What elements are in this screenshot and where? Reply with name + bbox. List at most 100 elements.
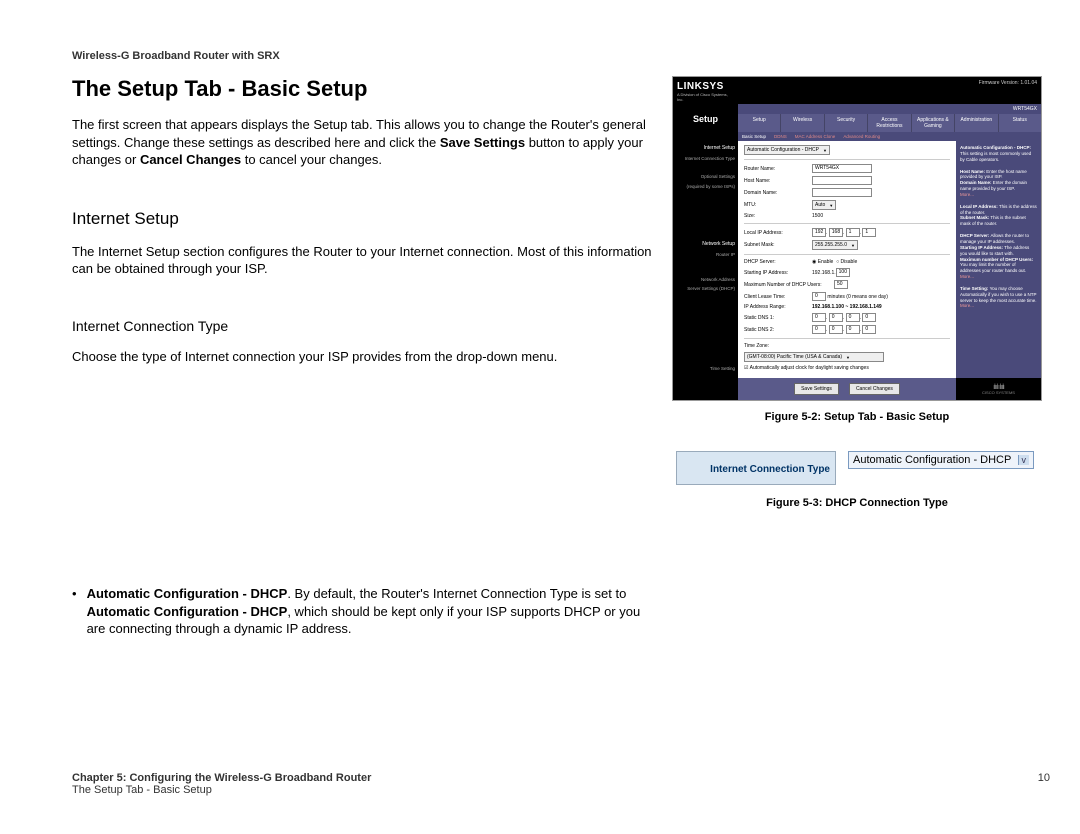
help-6: DHCP Server: Allows the router to manage… bbox=[960, 233, 1037, 280]
chevron-down-icon: ▼ bbox=[851, 243, 855, 248]
input-dns2c[interactable]: 0 bbox=[846, 325, 860, 334]
input-dns2d[interactable]: 0 bbox=[862, 325, 876, 334]
tab-security[interactable]: Security bbox=[825, 114, 868, 132]
row-startip: Starting IP Address: 192.168.1.100 bbox=[744, 268, 950, 277]
tab-wireless[interactable]: Wireless bbox=[781, 114, 824, 132]
input-dns1d[interactable]: 0 bbox=[862, 313, 876, 322]
subtab-mac[interactable]: MAC Address Clone bbox=[795, 134, 836, 139]
help5-head: Subnet Mask: bbox=[960, 215, 989, 220]
help-more-3[interactable]: More... bbox=[960, 303, 974, 308]
row-hostname: Host Name: bbox=[744, 176, 950, 185]
subtab-adv[interactable]: Advanced Routing bbox=[843, 134, 880, 139]
input-dns1c[interactable]: 0 bbox=[846, 313, 860, 322]
left-setup-label: Setup bbox=[673, 104, 738, 141]
row-ict: Automatic Configuration - DHCP ▼ bbox=[744, 145, 950, 155]
lbl-ict: Internet Connection Type bbox=[673, 155, 738, 165]
help6-head: DHCP Server: bbox=[960, 233, 989, 238]
linksys-logo: LINKSYS A Division of Cisco Systems, Inc… bbox=[673, 77, 738, 104]
tab-setup[interactable]: Setup bbox=[738, 114, 781, 132]
lbl-routername: Router Name: bbox=[744, 166, 812, 172]
figure-5-3-snippet: Internet Connection Type Automatic Confi… bbox=[676, 451, 1038, 485]
fig53-select[interactable]: Automatic Configuration - DHCP v bbox=[848, 451, 1034, 469]
lbl-enable: Enable bbox=[818, 259, 834, 265]
help3-head: Domain Name: bbox=[960, 180, 992, 185]
help-more-2[interactable]: More... bbox=[960, 274, 974, 279]
cancel-changes-button[interactable]: Cancel Changes bbox=[849, 383, 900, 395]
intro-b: Save Settings bbox=[440, 135, 525, 150]
row-lease: Client Lease Time: 0 minutes (0 means on… bbox=[744, 292, 950, 301]
select-mtu-val: Auto bbox=[815, 202, 825, 208]
help1-head: Automatic Configuration - DHCP: bbox=[960, 145, 1031, 150]
lbl-lease: Client Lease Time: bbox=[744, 294, 812, 300]
linksys-sublogo: A Division of Cisco Systems, Inc. bbox=[677, 92, 734, 102]
input-domain[interactable] bbox=[812, 188, 872, 197]
bullet-dhcp: • Automatic Configuration - DHCP. By def… bbox=[72, 585, 652, 638]
router-left-col: Internet Setup Internet Connection Type … bbox=[673, 141, 738, 378]
footer-section: The Setup Tab - Basic Setup bbox=[72, 784, 371, 796]
row-tz: Time Zone: bbox=[744, 343, 950, 349]
lbl-dhcpserver: DHCP Server: bbox=[744, 259, 812, 265]
intro-paragraph: The first screen that appears displays t… bbox=[72, 116, 652, 169]
fig53-select-value: Automatic Configuration - DHCP bbox=[853, 454, 1011, 466]
select-ict[interactable]: Automatic Configuration - DHCP ▼ bbox=[744, 145, 830, 155]
lbl-maxusers: Maximum Number of DHCP Users: bbox=[744, 282, 834, 288]
router-body: Internet Setup Internet Connection Type … bbox=[673, 141, 1041, 378]
lbl-hostname: Host Name: bbox=[744, 178, 812, 184]
lbl-nass: Network Address bbox=[673, 276, 738, 286]
row-maxusers: Maximum Number of DHCP Users: 50 bbox=[744, 280, 950, 289]
input-hostname[interactable] bbox=[812, 176, 872, 185]
help2-head: Host Name: bbox=[960, 169, 985, 174]
row-dhcpserver: DHCP Server: ◉ Enable ○ Disable bbox=[744, 259, 950, 265]
lbl-tz: Time Zone: bbox=[744, 343, 812, 349]
bullet-t1: . By default, the Router's Internet Conn… bbox=[287, 586, 626, 601]
left-column: The Setup Tab - Basic Setup The first sc… bbox=[72, 76, 652, 638]
select-subnet[interactable]: 255.255.255.0▼ bbox=[812, 240, 858, 250]
router-tabrow: Setup WRT54GX Setup Wireless Security Ac… bbox=[673, 104, 1041, 141]
help-more-1[interactable]: More... bbox=[960, 192, 974, 197]
subtab-ddns[interactable]: DDNS bbox=[774, 134, 787, 139]
input-ip2[interactable]: 168 bbox=[829, 228, 843, 237]
input-dns1a[interactable]: 0 bbox=[812, 313, 826, 322]
tab-apps[interactable]: Applications & Gaming bbox=[912, 114, 955, 132]
tab-status[interactable]: Status bbox=[999, 114, 1041, 132]
input-ip3[interactable]: 1 bbox=[846, 228, 860, 237]
lbl-startip: Starting IP Address: bbox=[744, 270, 812, 276]
router-topbar: LINKSYS A Division of Cisco Systems, Inc… bbox=[673, 77, 1041, 104]
select-mtu[interactable]: Auto▼ bbox=[812, 200, 836, 210]
select-tz[interactable]: (GMT-08:00) Pacific Time (USA & Canada)▼ bbox=[744, 352, 884, 362]
internet-setup-paragraph: The Internet Setup section configures th… bbox=[72, 243, 652, 278]
input-dns2b[interactable]: 0 bbox=[829, 325, 843, 334]
input-maxusers[interactable]: 50 bbox=[834, 280, 848, 289]
input-dns1b[interactable]: 0 bbox=[829, 313, 843, 322]
heading-internet-setup: Internet Setup bbox=[72, 209, 652, 229]
chevron-down-icon: v bbox=[1018, 455, 1030, 465]
lbl-nass2: Server Settings (DHCP) bbox=[673, 286, 738, 295]
chevron-down-icon: ▼ bbox=[823, 148, 827, 153]
ict-paragraph: Choose the type of Internet connection y… bbox=[72, 348, 652, 366]
divider bbox=[744, 338, 950, 339]
bullet-b1: Automatic Configuration - DHCP bbox=[87, 586, 288, 601]
row-size: Size: 1500 bbox=[744, 213, 950, 219]
subtab-basic[interactable]: Basic Setup bbox=[742, 134, 766, 139]
input-ip1[interactable]: 192 bbox=[812, 228, 826, 237]
tab-admin[interactable]: Administration bbox=[955, 114, 998, 132]
row-dns2: Static DNS 2: 0. 0. 0. 0 bbox=[744, 325, 950, 334]
lbl-internet-setup: Internet Setup bbox=[673, 141, 738, 155]
input-ip4[interactable]: 1 bbox=[862, 228, 876, 237]
save-settings-button[interactable]: Save Settings bbox=[794, 383, 839, 395]
lbl-localip: Local IP Address: bbox=[744, 230, 812, 236]
lbl-autoclock: Automatically adjust clock for daylight … bbox=[750, 365, 869, 371]
help-2: Host Name: Enter the host name provided … bbox=[960, 169, 1037, 198]
right-column: LINKSYS A Division of Cisco Systems, Inc… bbox=[672, 76, 1042, 638]
main-layout: The Setup Tab - Basic Setup The first sc… bbox=[72, 76, 1050, 638]
input-dns2a[interactable]: 0 bbox=[812, 325, 826, 334]
select-ict-value: Automatic Configuration - DHCP bbox=[747, 147, 819, 153]
model-row: WRT54GX bbox=[738, 104, 1041, 114]
tab-access[interactable]: Access Restrictions bbox=[868, 114, 911, 132]
lbl-optional2: (required by some ISPs) bbox=[673, 184, 738, 193]
input-lease[interactable]: 0 bbox=[812, 292, 826, 301]
router-tabs-wrap: WRT54GX Setup Wireless Security Access R… bbox=[738, 104, 1041, 141]
input-routername[interactable]: WRT54GX bbox=[812, 164, 872, 173]
bullet-marker: • bbox=[72, 585, 77, 638]
input-startip[interactable]: 100 bbox=[836, 268, 850, 277]
